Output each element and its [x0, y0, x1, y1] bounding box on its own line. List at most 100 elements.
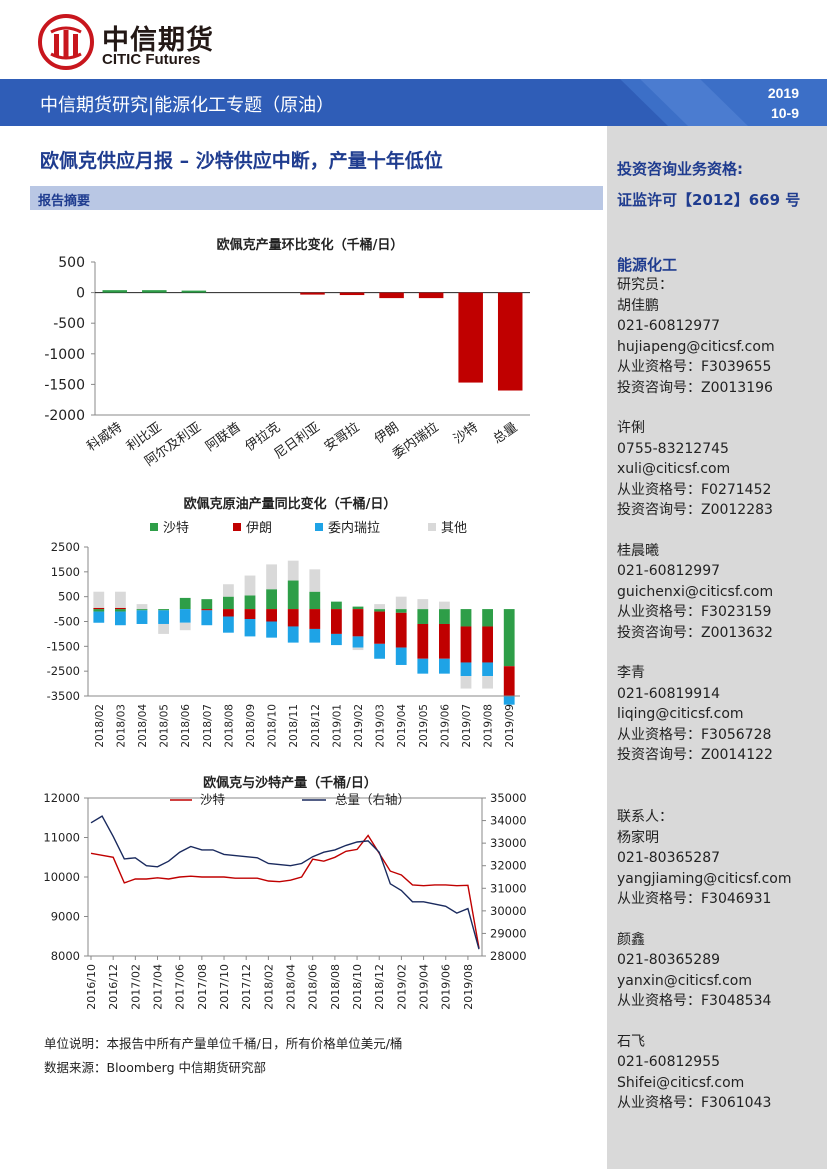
- contact-email[interactable]: yangjiaming@citicsf.com: [617, 870, 792, 887]
- chart2-bar-segment: [439, 623, 450, 659]
- contact-name: 颜鑫: [617, 931, 645, 948]
- chart2-bar-segment: [417, 623, 429, 659]
- chart2-y-tick-label: 500: [58, 590, 80, 604]
- chart2-bar-segment: [439, 658, 450, 674]
- researcher-phone: 021-60819914: [617, 685, 721, 702]
- chart2-bar-segment: [115, 607, 126, 610]
- chart2-bar-segment: [482, 662, 493, 677]
- chart2-y-tick-label: -3500: [47, 689, 80, 703]
- chart2-bar-segment: [158, 610, 169, 624]
- chart2-legend-swatch: [315, 523, 323, 531]
- chart2-bar-segment: [223, 584, 234, 597]
- researcher-email[interactable]: xuli@citicsf.com: [617, 461, 731, 477]
- chart2-x-label: 2018/02: [94, 704, 106, 748]
- banner-title: 中信期货研究|能源化工专题（原油）: [40, 95, 335, 116]
- company-logo: 中信期货 CITIC Futures: [38, 14, 238, 70]
- researcher-email[interactable]: guichenxi@citicsf.com: [617, 583, 774, 600]
- chart2-legend-swatch: [233, 523, 241, 531]
- chart3-legend-label: 总量（右轴）: [335, 792, 410, 807]
- chart1-bar: [142, 290, 167, 293]
- chart2-legend-label: 沙特: [163, 521, 189, 536]
- chart3-x-label: 2017/06: [174, 964, 187, 1010]
- chart3-line-total: [90, 815, 480, 950]
- researcher-cert: 从业资格号：F3056728: [617, 726, 772, 743]
- chart3-x-label: 2018/12: [373, 964, 386, 1010]
- chart2-bar-segment: [460, 676, 472, 689]
- chart2-x-label: 2018/10: [267, 704, 279, 748]
- chart2-bar-segment: [503, 666, 515, 696]
- chart2-x-label: 2019/06: [439, 704, 451, 748]
- researcher-cert: 从业资格号：F3039655: [617, 359, 772, 375]
- chart2-bar-segment: [115, 611, 126, 626]
- chart3-x-label: 2019/06: [440, 964, 453, 1010]
- chart2-bar-segment: [395, 596, 407, 610]
- chart3-x-label: 2018/10: [351, 964, 364, 1010]
- chart3-y-left-label: 10000: [43, 870, 80, 884]
- researcher-email[interactable]: hujiapeng@citicsf.com: [617, 338, 775, 355]
- contact-name: 杨家明: [617, 829, 659, 846]
- chart2-bar-segment: [287, 609, 299, 627]
- chart2-x-label: 2018/06: [180, 704, 192, 748]
- chart1-x-label: 尼日利亚: [272, 420, 323, 462]
- chart2-bar-segment: [158, 623, 169, 634]
- chart3-x-label: 2017/12: [240, 964, 253, 1010]
- chart1-x-label: 委内瑞拉: [390, 419, 442, 462]
- researcher-advisory: 投资咨询号：Z0013632: [617, 624, 773, 641]
- researcher-name: 许俐: [617, 420, 645, 436]
- chart3-x-label: 2019/04: [418, 964, 431, 1010]
- chart2-bar-segment: [331, 609, 342, 634]
- chart1-y-tick-label: -500: [53, 316, 85, 332]
- chart2-bar-segment: [352, 647, 364, 651]
- chart2-x-label: 2019/07: [461, 704, 473, 748]
- researcher-email[interactable]: liqing@citicsf.com: [617, 706, 744, 722]
- chart2-bar-segment: [201, 609, 213, 611]
- contact-cert: 从业资格号：F3048534: [617, 993, 772, 1009]
- chart2-x-label: 2018/04: [137, 704, 149, 748]
- unit-note: 单位说明：本报告中所有产量单位千桶/日，所有价格单位美元/桶: [44, 1036, 403, 1051]
- chart2-bar-segment: [417, 599, 429, 610]
- summary-label: 报告摘要: [38, 194, 91, 209]
- chart3-y-right-label: 35000: [490, 791, 527, 805]
- chart2-x-label: 2019/03: [375, 704, 387, 748]
- chart2-bar-segment: [309, 628, 321, 643]
- researcher-advisory: 投资咨询号：Z0014122: [617, 747, 773, 763]
- chart2-bar-segment: [287, 560, 299, 581]
- chart1-bar: [339, 292, 365, 296]
- chart2-bar-segment: [223, 616, 234, 633]
- chart2-bar-segment: [244, 575, 256, 596]
- chart2-bar-segment: [93, 611, 105, 623]
- chart3-y-left-label: 8000: [51, 949, 80, 963]
- chart2-title: 欧佩克原油产量同比变化（千桶/日）: [183, 497, 397, 512]
- banner-day: 10-9: [770, 105, 799, 121]
- chart2-bar-segment: [136, 604, 148, 610]
- chart3-y-right-label: 28000: [490, 949, 527, 963]
- researcher-name: 李青: [617, 665, 645, 681]
- contact-email[interactable]: Shifei@citicsf.com: [617, 1074, 745, 1091]
- chart3-x-label: 2019/02: [395, 964, 408, 1010]
- chart2-bar-segment: [352, 606, 364, 610]
- chart2-legend-swatch: [428, 523, 436, 531]
- chart1-title: 欧佩克产量环比变化（千桶/日）: [216, 238, 404, 253]
- chart1-x-label: 伊朗: [372, 420, 402, 447]
- chart2-legend-label: 其他: [441, 521, 467, 536]
- researcher-phone: 0755-83212745: [617, 440, 729, 457]
- source-note: 数据来源：Bloomberg 中信期货研究部: [44, 1060, 266, 1075]
- chart1-bar: [418, 292, 444, 299]
- chart3-x-label: 2017/08: [196, 964, 209, 1010]
- chart2-bar-segment: [287, 580, 299, 610]
- chart3-x-label: 2016/10: [85, 964, 98, 1010]
- researcher-name: 胡佳鹏: [617, 297, 659, 314]
- chart2-bar-segment: [93, 607, 105, 610]
- chart2-bar-segment: [115, 591, 126, 608]
- chart2-bar-segment: [439, 609, 450, 624]
- chart2-bar-segment: [266, 564, 277, 590]
- contact-email[interactable]: yanxin@citicsf.com: [617, 972, 753, 989]
- chart3-x-label: 2018/02: [262, 964, 275, 1010]
- chart2-bar-segment: [136, 610, 148, 624]
- chart2-y-tick-label: -500: [54, 615, 80, 629]
- chart2-y-tick-label: -1500: [47, 639, 80, 653]
- chart2-bar-segment: [266, 609, 277, 622]
- chart2-bar-segment: [482, 626, 493, 663]
- contact-cert: 从业资格号：F3046931: [617, 891, 772, 907]
- chart3-y-right-label: 31000: [490, 881, 527, 895]
